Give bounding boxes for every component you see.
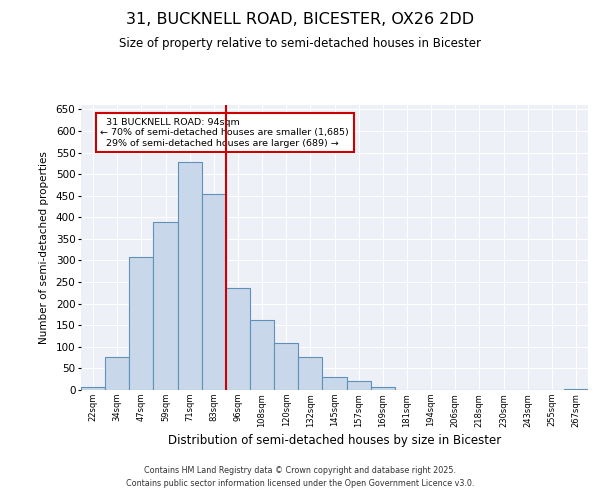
Bar bbox=[274, 344, 298, 390]
Text: Contains HM Land Registry data © Crown copyright and database right 2025.
Contai: Contains HM Land Registry data © Crown c… bbox=[126, 466, 474, 487]
Bar bbox=[202, 194, 226, 390]
Bar bbox=[564, 388, 588, 390]
Bar bbox=[347, 380, 371, 390]
Bar bbox=[129, 258, 154, 390]
Bar bbox=[371, 386, 395, 390]
Y-axis label: Number of semi-detached properties: Number of semi-detached properties bbox=[39, 151, 49, 344]
Text: 31, BUCKNELL ROAD, BICESTER, OX26 2DD: 31, BUCKNELL ROAD, BICESTER, OX26 2DD bbox=[126, 12, 474, 28]
Bar bbox=[250, 320, 274, 390]
Bar bbox=[178, 162, 202, 390]
Text: 31 BUCKNELL ROAD: 94sqm
← 70% of semi-detached houses are smaller (1,685)
  29% : 31 BUCKNELL ROAD: 94sqm ← 70% of semi-de… bbox=[100, 118, 349, 148]
Bar bbox=[105, 357, 129, 390]
Bar bbox=[81, 386, 105, 390]
Bar bbox=[322, 377, 347, 390]
Bar bbox=[298, 357, 322, 390]
Bar bbox=[154, 222, 178, 390]
Text: Size of property relative to semi-detached houses in Bicester: Size of property relative to semi-detach… bbox=[119, 38, 481, 51]
Bar bbox=[226, 288, 250, 390]
X-axis label: Distribution of semi-detached houses by size in Bicester: Distribution of semi-detached houses by … bbox=[168, 434, 501, 446]
